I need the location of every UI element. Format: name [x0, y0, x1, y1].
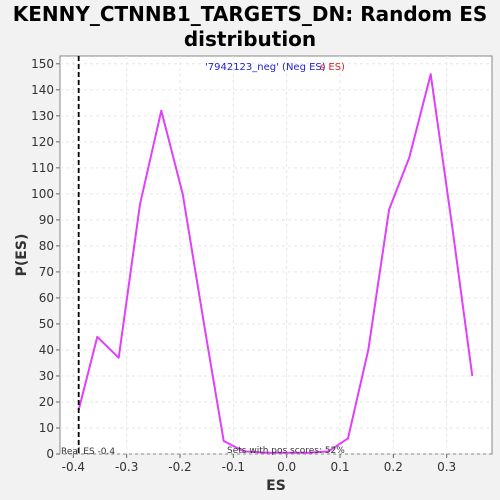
legend-pos-label: s ES) [320, 62, 345, 73]
y-tick-label: 120 [31, 135, 54, 149]
series-line [77, 73, 474, 454]
y-axis-label: P(ES) [14, 234, 30, 277]
y-tick-label: 60 [39, 291, 54, 305]
y-tick-label: 50 [39, 317, 54, 331]
y-tick-label: 10 [39, 421, 54, 435]
y-tick-label: 150 [31, 57, 54, 71]
y-tick-label: 40 [39, 343, 54, 357]
x-tick-label: -0.2 [168, 460, 191, 474]
y-tick-label: 30 [39, 369, 54, 383]
x-tick-label: 0.3 [437, 460, 456, 474]
chart-title-line1: KENNY_CTNNB1_TARGETS_DN: Random ES [12, 2, 488, 26]
x-tick-label: 0.0 [277, 460, 296, 474]
x-tick-label: 0.1 [330, 460, 349, 474]
chart-title-line2: distribution [183, 27, 317, 51]
x-axis: -0.4 -0.3 -0.2 -0.1 0.0 0.1 0.2 0.3 [62, 454, 456, 474]
series-group [77, 73, 474, 454]
y-tick-label: 110 [31, 161, 54, 175]
y-tick-label: 80 [39, 239, 54, 253]
y-tick-label: 130 [31, 109, 54, 123]
y-tick-label: 20 [39, 395, 54, 409]
y-tick-label: 140 [31, 83, 54, 97]
y-axis: 0 10 20 30 40 50 60 70 80 90 100 110 120 130 140 150 [31, 57, 60, 461]
y-tick-label: 70 [39, 265, 54, 279]
x-axis-label: ES [266, 478, 286, 494]
y-tick-label: 90 [39, 213, 54, 227]
real-es-label: Real ES -0.4 [61, 447, 115, 457]
x-tick-label: -0.4 [62, 460, 85, 474]
chart-title: KENNY_CTNNB1_TARGETS_DN: Random ES distr… [0, 2, 500, 52]
y-tick-label: 0 [46, 447, 54, 461]
x-tick-label: -0.1 [222, 460, 245, 474]
x-tick-label: 0.2 [384, 460, 403, 474]
x-tick-label: -0.3 [115, 460, 138, 474]
pos-scores-note: Sets with pos scores: 52% [227, 446, 345, 456]
legend-neg-label: '7942123_neg' (Neg ES) [205, 62, 326, 73]
grid-lines [60, 56, 492, 455]
y-tick-label: 100 [31, 187, 54, 201]
